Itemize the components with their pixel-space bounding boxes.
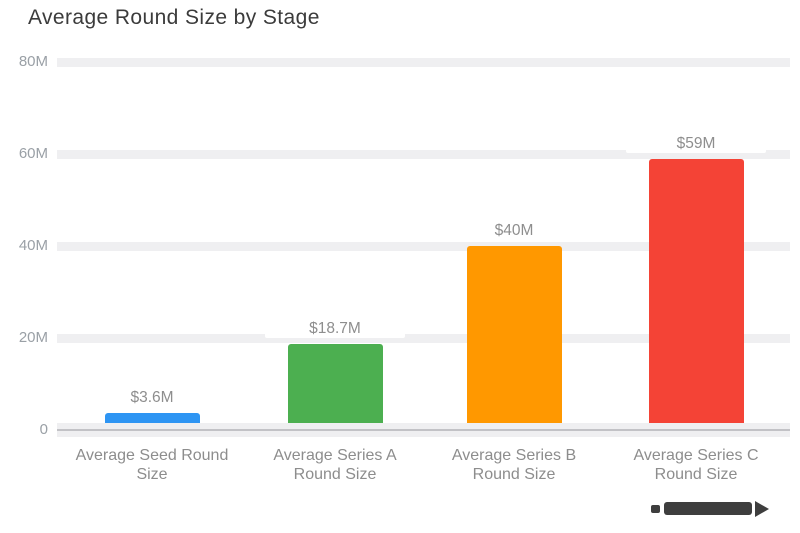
x-axis-label-line: Round Size: [293, 466, 377, 483]
bar-value-label: $40M: [444, 222, 584, 240]
x-axis-label-line: Average Series B: [451, 447, 577, 464]
bar-average-series-c-round-size[interactable]: [648, 158, 744, 436]
watermark-logo: [651, 500, 777, 517]
x-axis-label-line: Average Series A: [273, 447, 397, 464]
x-axis-label-line: Size: [136, 466, 168, 483]
y-axis-tick-label: 20M: [18, 329, 48, 346]
x-axis-label: Average Series A Round Size: [235, 446, 435, 484]
x-axis-label: Average Series B Round Size: [414, 446, 614, 484]
y-axis-tick-label: 40M: [18, 237, 48, 254]
y-axis-tick-label: 60M: [18, 145, 48, 162]
x-axis-label-line: Round Size: [654, 466, 738, 483]
bar-average-series-a-round-size[interactable]: [287, 343, 383, 436]
chart-title: Average Round Size by Stage: [28, 6, 320, 29]
watermark-arrow-icon: [755, 500, 769, 517]
watermark-wordmark: [664, 502, 752, 515]
x-axis-label-line: Average Series C: [633, 447, 759, 464]
y-axis-tick-label: 0: [39, 421, 48, 438]
x-axis-zero-line: [57, 429, 790, 431]
x-axis-label-line: Round Size: [472, 466, 556, 483]
y-axis-tick-label: 80M: [18, 53, 48, 70]
bar-value-label: $3.6M: [82, 389, 222, 408]
watermark-dash: [651, 504, 660, 513]
gridline-20M: [57, 333, 790, 343]
bar-average-series-b-round-size[interactable]: [466, 246, 562, 436]
bar-value-label: $59M: [626, 134, 766, 153]
x-axis-label-line: Average Seed Round: [75, 447, 229, 464]
x-axis-label: Average Series C Round Size: [596, 446, 796, 484]
gridline-80M: [57, 57, 790, 67]
gridline-60M: [57, 149, 790, 159]
bar-value-label: $18.7M: [265, 319, 405, 338]
gridline-40M: [57, 241, 790, 251]
x-axis-label: Average Seed Round Size: [52, 446, 252, 484]
